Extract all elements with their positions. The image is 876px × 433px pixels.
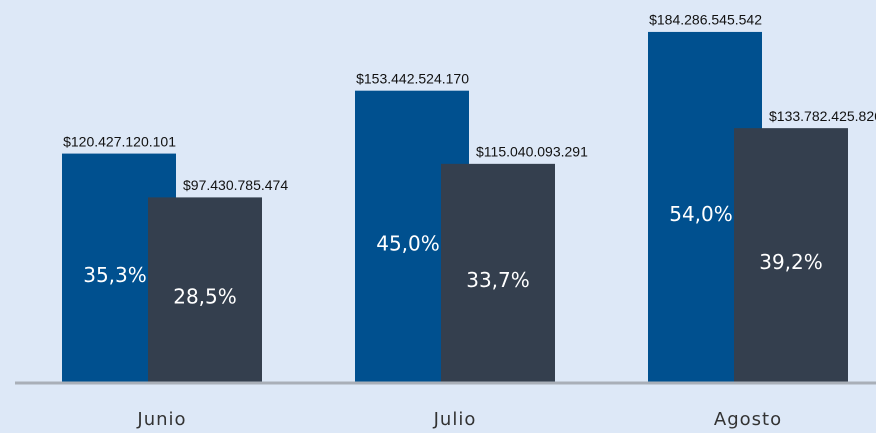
value-label: $120.427.120.101 [63, 133, 176, 149]
x-tick-label: Agosto [714, 409, 782, 430]
percent-label: 35,3% [83, 263, 147, 287]
x-tick-label: Junio [136, 409, 186, 430]
bar [148, 197, 262, 383]
value-label: $153.442.524.170 [356, 70, 469, 86]
percent-label: 33,7% [466, 268, 530, 292]
value-label: $133.782.425.826 [769, 108, 876, 124]
percent-label: 39,2% [759, 250, 823, 274]
value-label: $115.040.093.291 [476, 144, 588, 160]
percent-label: 28,5% [173, 285, 237, 309]
x-tick-label: Julio [433, 409, 477, 430]
percent-label: 54,0% [669, 202, 733, 226]
value-label: $184.286.545.542 [649, 12, 762, 28]
bar [734, 128, 848, 383]
value-label: $97.430.785.474 [183, 177, 288, 193]
percent-label: 45,0% [376, 231, 440, 255]
bar [441, 163, 555, 383]
